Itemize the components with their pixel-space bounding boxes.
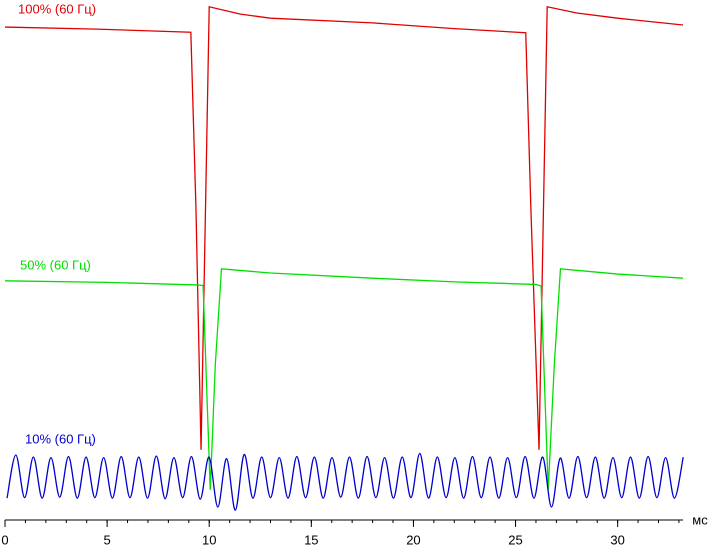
x-tick-label: 20 (406, 532, 420, 547)
trace (4, 5, 684, 450)
x-unit: мс (692, 512, 708, 527)
x-tick-label: 10 (202, 532, 216, 547)
x-tick-label: 30 (610, 532, 624, 547)
legend-label: 10% (60 Гц) (25, 431, 96, 446)
legend-label: 50% (60 Гц) (20, 257, 91, 272)
x-tick-label: 15 (304, 532, 318, 547)
trace (4, 268, 684, 490)
legend-label: 100% (60 Гц) (18, 1, 96, 16)
x-tick-label: 25 (508, 532, 522, 547)
trace (6, 452, 684, 511)
x-tick-label: 5 (103, 532, 110, 547)
x-tick-label: 0 (1, 532, 8, 547)
